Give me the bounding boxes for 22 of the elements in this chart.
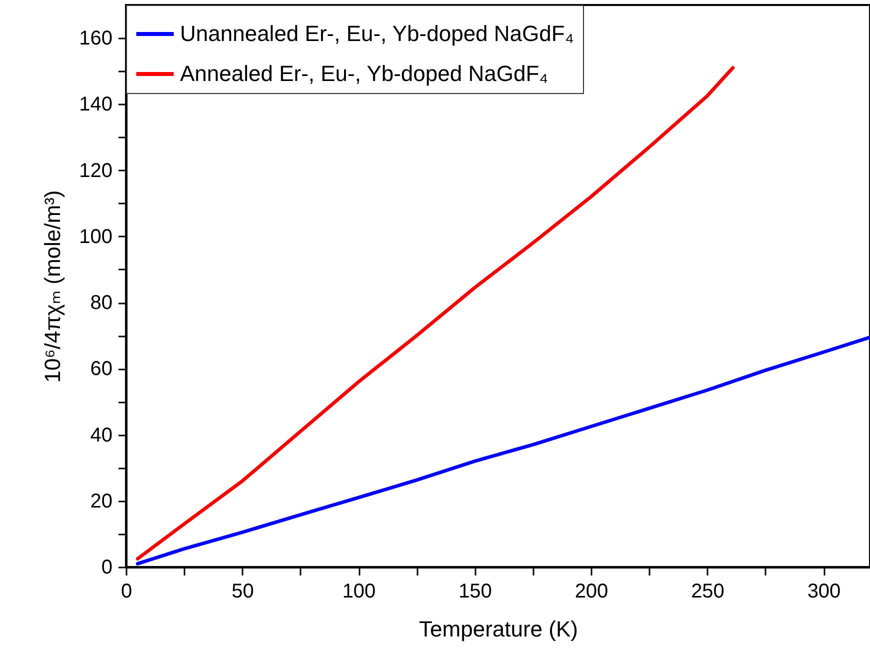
legend-label: Unannealed Er-, Eu-, Yb-doped NaGdF₄ xyxy=(180,21,574,46)
legend-label: Annealed Er-, Eu-, Yb-doped NaGdF₄ xyxy=(180,61,548,86)
x-axis-title: Temperature (K) xyxy=(419,616,578,642)
x-tick-label: 200 xyxy=(574,580,608,602)
y-tick-label: 40 xyxy=(90,424,112,446)
y-tick-label: 0 xyxy=(101,556,112,578)
y-tick-label: 60 xyxy=(90,358,112,380)
x-tick-label: 50 xyxy=(232,580,254,602)
y-tick-label: 160 xyxy=(79,28,112,50)
line-series xyxy=(136,335,870,566)
y-tick-label: 140 xyxy=(79,94,112,116)
line-series xyxy=(136,66,735,560)
x-tick-label: 300 xyxy=(807,580,841,602)
y-tick-label: 100 xyxy=(79,226,112,248)
x-tick-label: 150 xyxy=(458,580,492,602)
y-tick-label: 120 xyxy=(79,160,112,182)
x-tick-label: 0 xyxy=(120,580,132,602)
x-tick-label: 100 xyxy=(342,580,376,602)
y-tick-label: 20 xyxy=(90,490,112,512)
y-tick-label: 80 xyxy=(90,292,112,314)
x-tick-label: 250 xyxy=(691,580,724,602)
y-axis-title: 10⁶/4πχₘ (mole/m³) xyxy=(40,190,66,383)
